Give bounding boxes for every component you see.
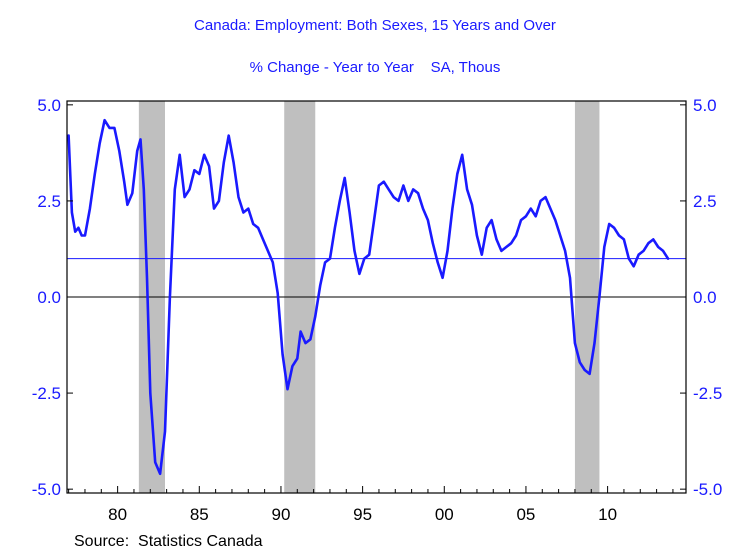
y-tick-label-right-4: -5.0 [693,480,722,499]
x-tick-label-2: 90 [271,505,290,524]
y-tick-label-left-2: 0.0 [37,288,61,307]
x-tick-label-4: 00 [435,505,454,524]
y-tick-label-right-3: -2.5 [693,384,722,403]
series-line-0 [67,118,670,476]
x-tick-label-0: 80 [108,505,127,524]
y-tick-label-right-1: 2.5 [693,192,717,211]
x-tick-label-5: 05 [516,505,535,524]
x-axis: 80 85 90 95 00 05 10 [68,486,674,524]
chart-subtitle: % Change - Year to Year SA, Thous [250,59,501,76]
x-tick-label-3: 95 [353,505,372,524]
x-tick-label-1: 85 [190,505,209,524]
source-note: Source: Statistics Canada [74,533,263,550]
x-tick-label-6: 10 [598,505,617,524]
y-tick-label-left-4: -5.0 [32,480,61,499]
y-tick-label-left-0: 5.0 [37,96,61,115]
y-axis-right: 5.0 2.5 0.0 -2.5 -5.0 [680,96,722,499]
y-tick-label-right-0: 5.0 [693,96,717,115]
y-axis-left: 5.0 2.5 0.0 -2.5 -5.0 [32,96,73,499]
chart-title: Canada: Employment: Both Sexes, 15 Years… [194,17,556,34]
y-tick-label-left-3: -2.5 [32,384,61,403]
series-layer [67,118,670,476]
y-tick-label-right-2: 0.0 [693,288,717,307]
y-tick-label-left-1: 2.5 [37,192,61,211]
